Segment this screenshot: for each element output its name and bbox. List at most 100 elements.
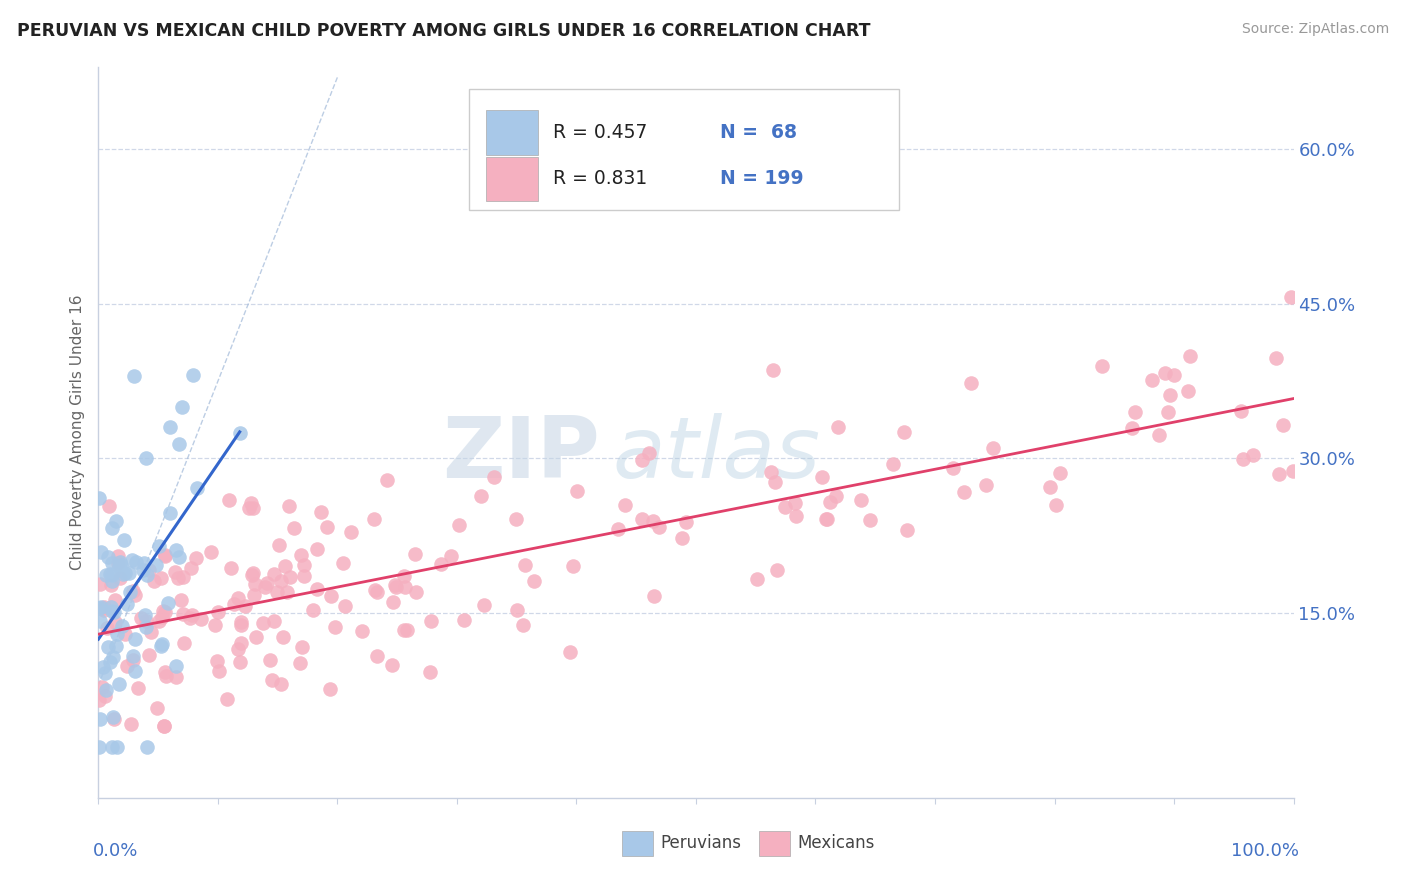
Point [811, 470, 834, 484]
Point [111, 619, 134, 633]
Point [104, 592, 127, 607]
Point [153, 548, 176, 562]
Point [167, 571, 190, 585]
Point [139, 624, 162, 639]
Point [648, 520, 671, 534]
Point [114, 566, 136, 580]
Point [276, 585, 298, 599]
Point [815, 512, 838, 526]
Point [172, 607, 194, 621]
Point [129, 611, 152, 625]
Y-axis label: Child Poverty Among Girls Under 16: Child Poverty Among Girls Under 16 [70, 295, 86, 570]
Point [110, 571, 132, 585]
Point [332, 556, 354, 570]
Point [440, 549, 463, 563]
Point [94, 568, 117, 582]
Point [165, 542, 187, 557]
Point [291, 640, 314, 654]
Point [252, 615, 274, 630]
Point [103, 606, 125, 620]
Point [1268, 467, 1291, 482]
Point [170, 593, 193, 607]
Point [323, 620, 346, 634]
Point [1039, 480, 1062, 494]
Point [204, 618, 226, 632]
Point [396, 623, 419, 637]
Point [233, 599, 256, 613]
Point [505, 511, 527, 525]
Point [224, 597, 246, 611]
Point [893, 425, 915, 440]
Point [245, 630, 267, 644]
Point [169, 549, 191, 564]
Point [641, 514, 664, 528]
Point [631, 512, 654, 526]
Point [277, 499, 299, 513]
Point [269, 538, 291, 552]
Point [270, 677, 292, 691]
Point [112, 567, 135, 582]
Point [773, 500, 796, 514]
Point [290, 548, 312, 562]
Point [159, 420, 181, 434]
Text: Mexicans: Mexicans [797, 834, 875, 852]
Point [135, 614, 157, 628]
Point [785, 495, 807, 509]
Point [505, 603, 527, 617]
Point [256, 576, 278, 591]
Point [253, 580, 276, 594]
Point [392, 569, 415, 583]
Point [270, 574, 292, 589]
Point [394, 580, 416, 594]
Point [186, 481, 208, 495]
Point [283, 521, 305, 535]
Point [124, 664, 146, 678]
Point [630, 452, 652, 467]
Point [827, 420, 849, 434]
Point [208, 665, 231, 679]
Point [87, 491, 110, 506]
Text: R = 0.831: R = 0.831 [553, 169, 647, 188]
Point [515, 558, 537, 572]
Point [613, 498, 636, 512]
Text: 100.0%: 100.0% [1232, 842, 1299, 860]
Point [231, 618, 253, 632]
Point [363, 512, 385, 526]
Point [953, 485, 976, 500]
Point [124, 632, 146, 646]
Point [143, 574, 166, 588]
Point [100, 578, 122, 592]
Point [759, 465, 782, 479]
Point [1279, 290, 1302, 304]
Point [101, 710, 124, 724]
Point [319, 682, 342, 697]
Point [763, 475, 786, 489]
Text: ZIP: ZIP [443, 413, 600, 496]
Point [1142, 373, 1164, 387]
Point [110, 558, 132, 573]
Point [512, 617, 534, 632]
Point [1153, 366, 1175, 380]
FancyBboxPatch shape [759, 831, 790, 856]
Point [107, 549, 129, 564]
Point [96, 621, 118, 635]
Point [419, 665, 441, 680]
Point [226, 641, 249, 656]
Point [121, 648, 143, 663]
Point [93, 603, 115, 617]
Point [815, 512, 838, 526]
Point [259, 653, 281, 667]
Point [292, 569, 315, 583]
Point [181, 368, 204, 382]
Point [266, 584, 288, 599]
Point [135, 739, 157, 754]
Point [146, 701, 169, 715]
Point [447, 517, 470, 532]
Point [148, 539, 170, 553]
Point [207, 654, 229, 668]
Point [350, 624, 373, 639]
Point [240, 567, 263, 582]
Point [941, 461, 963, 475]
Point [1230, 403, 1253, 417]
Point [385, 580, 408, 594]
